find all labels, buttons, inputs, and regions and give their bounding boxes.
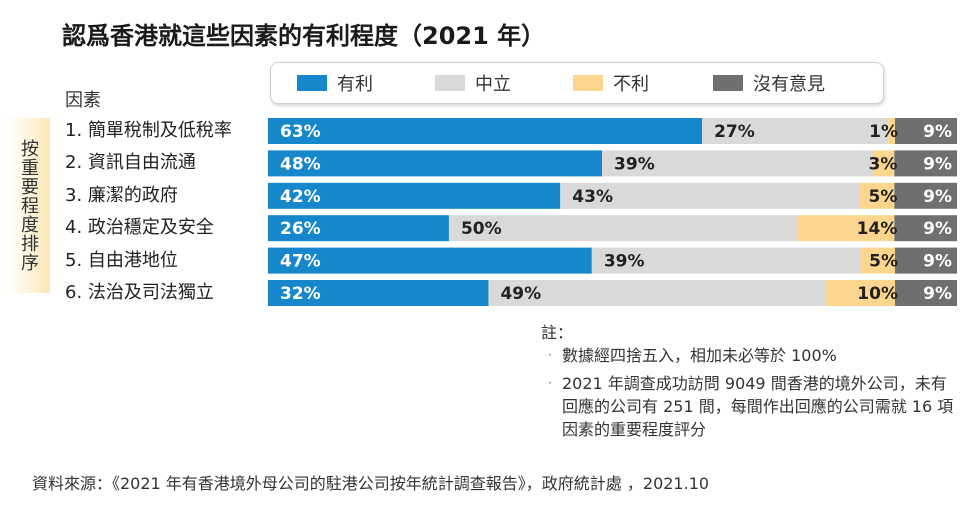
category-label-4: 4. 政治穩定及安全	[65, 217, 214, 239]
bar-favorable-3	[268, 182, 561, 209]
data-label-no-opinion-1: 9%	[923, 122, 952, 142]
bar-neutral-6	[488, 280, 827, 306]
bar-no-opinion-2	[894, 150, 957, 177]
bar-favorable-6	[268, 280, 489, 306]
bar-favorable-2	[268, 150, 603, 177]
bar-unfavorable-5	[860, 247, 895, 274]
data-label-unfavorable-2: 3%	[868, 154, 897, 174]
legend-item-favorable: 有利	[297, 72, 373, 95]
data-label-favorable-3: 42%	[280, 187, 321, 207]
category-label-2: 2. 資訊自由流通	[65, 152, 196, 174]
bar-unfavorable-3	[859, 182, 895, 209]
legend-item-no-opinion: 沒有意見	[713, 72, 825, 95]
stacked-bar-chart: 63% 27% 1% 9% 48% 39% 3% 9% 42% 43% 5% 9% 26% 50% 14% 9…	[268, 118, 957, 306]
data-label-favorable-1: 63%	[280, 122, 321, 142]
bar-favorable-5	[268, 247, 592, 274]
data-label-unfavorable-4: 14%	[857, 219, 898, 239]
ranking-side-label-text: 按重要程度排序	[18, 139, 39, 272]
data-label-neutral-1: 27%	[714, 122, 755, 142]
category-label-1: 1. 簡單稅制及低稅率	[65, 120, 232, 141]
data-label-unfavorable-1: 1%	[869, 122, 898, 142]
bar-no-opinion-6	[894, 280, 957, 306]
data-label-neutral-2: 39%	[614, 154, 655, 174]
legend-swatch-unfavorable	[573, 75, 603, 91]
bar-no-opinion-1	[894, 118, 957, 144]
data-label-favorable-2: 48%	[280, 154, 321, 174]
bar-neutral-4	[448, 215, 797, 242]
bar-neutral-3	[560, 182, 860, 209]
bar-unfavorable-2	[873, 150, 895, 177]
source-text: 資料來源：《2021 年有香港境外母公司的駐港公司按年統計調查報告》，政府統計處…	[32, 474, 710, 493]
data-label-neutral-3: 43%	[572, 187, 613, 207]
category-label-5: 5. 自由港地位	[65, 249, 178, 271]
bar-unfavorable-6	[826, 280, 895, 306]
chart-title: 認爲香港就這些因素的有利程度（2021 年）	[62, 22, 546, 50]
note-item-1: · 數據經四捨五入，相加未必等於 100%	[548, 344, 958, 367]
legend-label-unfavorable: 不利	[613, 74, 649, 95]
bar-no-opinion-3	[894, 182, 957, 209]
bar-unfavorable-4	[796, 215, 895, 242]
bar-no-opinion-4	[894, 215, 957, 242]
legend: 有利 中立 不利 沒有意見	[270, 62, 884, 104]
bar-favorable-4	[268, 215, 449, 242]
legend-item-neutral: 中立	[435, 72, 511, 95]
note-bullet: ·	[548, 348, 552, 362]
note-text-1: 數據經四捨五入，相加未必等於 100%	[562, 346, 837, 365]
data-label-neutral-6: 49%	[500, 284, 541, 304]
data-label-neutral-5: 39%	[604, 252, 645, 272]
data-label-favorable-5: 47%	[280, 252, 321, 272]
note-bullet: ·	[548, 376, 552, 390]
bar-favorable-1	[268, 118, 703, 144]
data-label-unfavorable-5: 5%	[869, 252, 898, 272]
category-label-3: 3. 廉潔的政府	[65, 184, 178, 206]
bar-neutral-2	[602, 150, 874, 177]
data-label-neutral-4: 50%	[461, 219, 502, 239]
legend-swatch-no-opinion	[713, 75, 743, 91]
factor-header: 因素	[65, 90, 101, 111]
notes-title: 註：	[541, 323, 574, 342]
category-label-6: 6. 法治及司法獨立	[65, 282, 214, 303]
data-label-favorable-6: 32%	[280, 284, 321, 304]
legend-label-favorable: 有利	[337, 74, 373, 95]
data-label-no-opinion-5: 9%	[923, 252, 952, 272]
legend-swatch-neutral	[435, 75, 465, 91]
data-label-unfavorable-3: 5%	[868, 187, 897, 207]
data-label-no-opinion-3: 9%	[923, 187, 952, 207]
bar-neutral-1	[702, 118, 889, 144]
legend-item-unfavorable: 不利	[573, 72, 649, 95]
data-label-favorable-4: 26%	[280, 219, 321, 239]
data-label-no-opinion-4: 9%	[923, 219, 952, 239]
bar-no-opinion-5	[894, 247, 957, 274]
data-label-no-opinion-2: 9%	[923, 154, 952, 174]
bar-neutral-5	[591, 247, 861, 274]
legend-label-neutral: 中立	[475, 74, 511, 95]
bar-unfavorable-1	[888, 118, 895, 144]
note-text-2: 2021 年調查成功訪問 9049 間香港的境外公司，未有回應的公司有 251 …	[562, 374, 954, 439]
legend-label-no-opinion: 沒有意見	[753, 74, 825, 95]
note-item-2: · 2021 年調查成功訪問 9049 間香港的境外公司，未有回應的公司有 25…	[548, 372, 958, 441]
legend-swatch-favorable	[297, 75, 327, 91]
data-label-no-opinion-6: 9%	[923, 284, 952, 304]
ranking-side-label: 按重要程度排序	[6, 118, 50, 293]
data-label-unfavorable-6: 10%	[857, 284, 898, 304]
